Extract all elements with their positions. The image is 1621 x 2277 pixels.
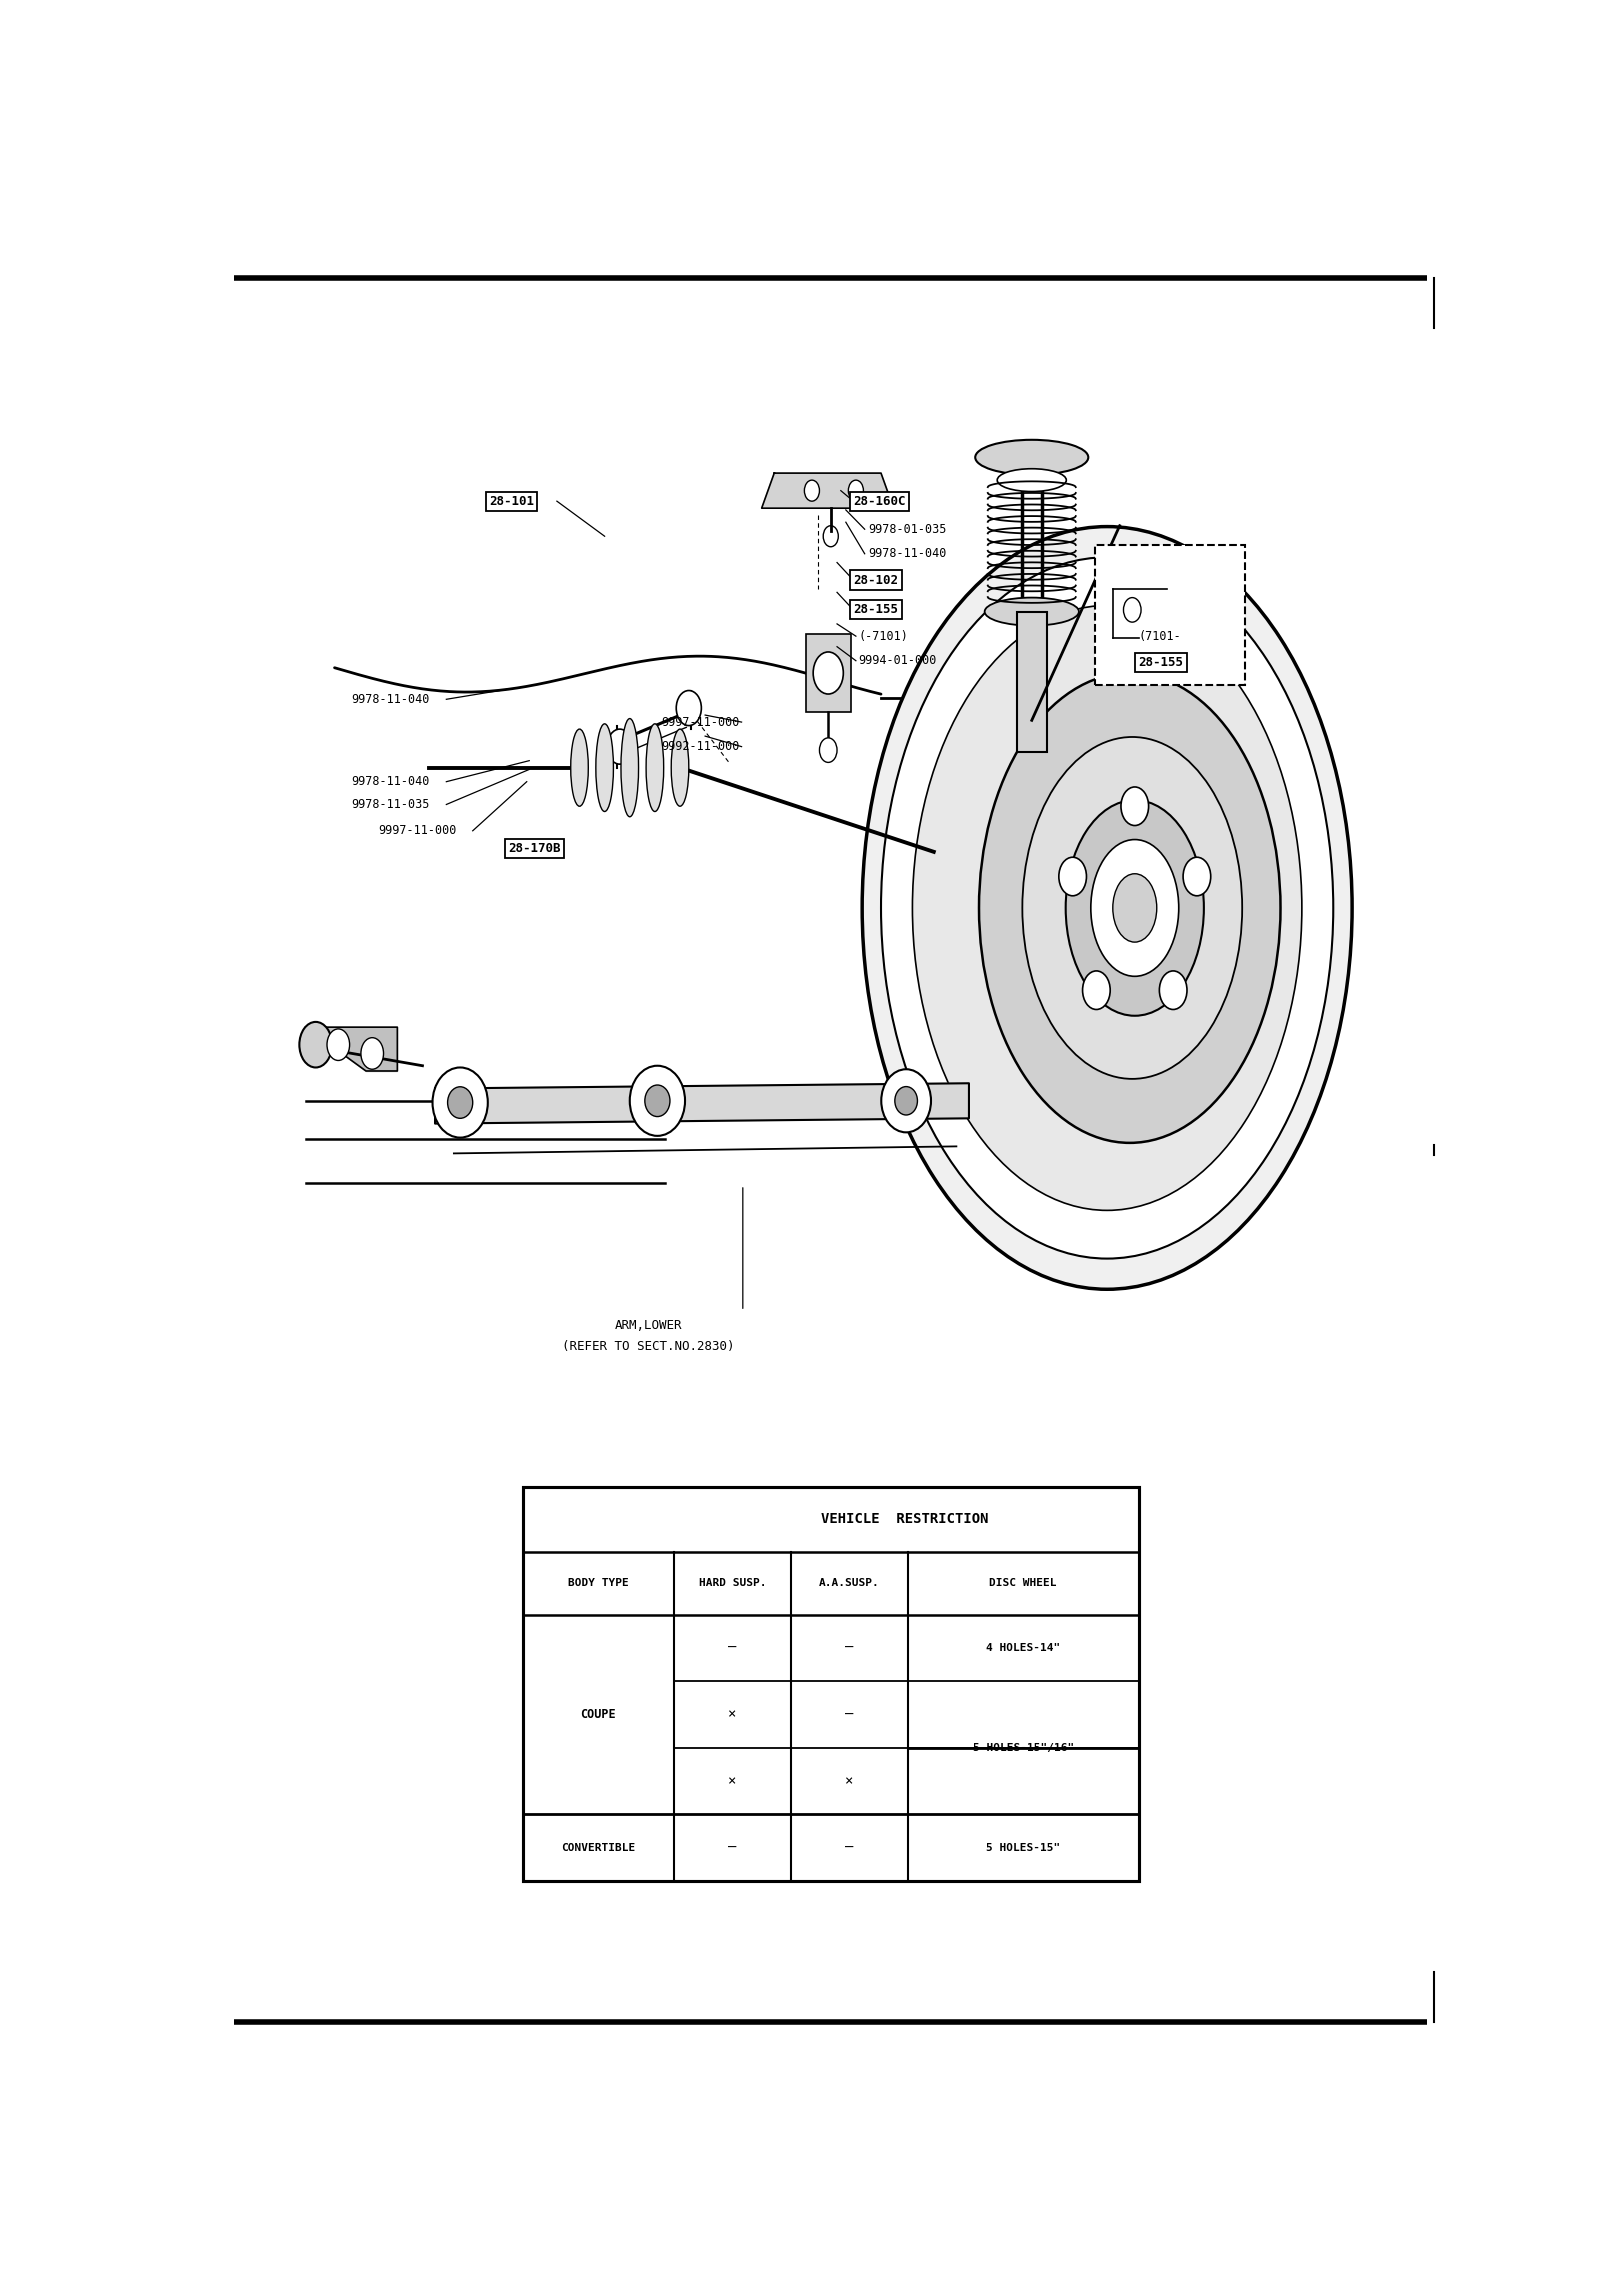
Text: DISC WHEEL: DISC WHEEL [989,1578,1057,1587]
Text: CONVERTIBLE: CONVERTIBLE [561,1842,635,1853]
Polygon shape [762,474,893,508]
Text: –: – [845,1840,853,1856]
Text: 5 HOLES-15": 5 HOLES-15" [986,1842,1060,1853]
Ellipse shape [984,597,1080,626]
Text: 9992-11-000: 9992-11-000 [661,740,739,754]
Text: VEHICLE  RESTRICTION: VEHICLE RESTRICTION [820,1512,989,1526]
Circle shape [1123,597,1141,622]
Text: 5 HOLES-15"/16": 5 HOLES-15"/16" [973,1742,1073,1753]
Circle shape [676,690,702,726]
Text: 9978-11-040: 9978-11-040 [869,546,947,560]
Text: (7101-: (7101- [1138,631,1182,642]
Circle shape [327,1029,350,1061]
Text: 9978-11-040: 9978-11-040 [350,692,430,706]
Polygon shape [434,1084,969,1123]
Circle shape [1083,970,1110,1009]
Bar [1016,613,1047,751]
Text: ×: × [728,1774,736,1787]
Ellipse shape [913,606,1302,1211]
Ellipse shape [433,1068,488,1138]
Text: 9978-01-035: 9978-01-035 [869,524,947,535]
Circle shape [823,526,838,546]
Ellipse shape [895,1086,917,1116]
Text: BODY TYPE: BODY TYPE [567,1578,629,1587]
Circle shape [608,729,632,765]
Text: 28-155: 28-155 [1138,656,1183,669]
Text: ×: × [845,1774,853,1787]
Circle shape [814,651,843,694]
Ellipse shape [1065,799,1204,1016]
Ellipse shape [647,724,663,811]
Ellipse shape [571,729,588,806]
Circle shape [1059,856,1086,895]
Circle shape [361,1038,384,1070]
Ellipse shape [1112,874,1157,943]
Ellipse shape [862,526,1352,1289]
Text: 28-102: 28-102 [853,574,898,587]
Bar [1094,544,1245,685]
Circle shape [1122,788,1149,827]
Text: HARD SUSP.: HARD SUSP. [699,1578,767,1587]
Ellipse shape [976,439,1088,476]
Ellipse shape [1023,738,1242,1079]
Ellipse shape [597,724,613,811]
Ellipse shape [882,1070,930,1132]
Text: 28-160C: 28-160C [853,494,906,508]
Text: A.A.SUSP.: A.A.SUSP. [819,1578,880,1587]
Ellipse shape [629,1066,686,1136]
Text: 9997-11-000: 9997-11-000 [379,824,457,838]
Circle shape [804,480,820,501]
Text: –: – [728,1840,736,1856]
Text: –: – [845,1708,853,1721]
Ellipse shape [671,729,689,806]
Text: 28-170B: 28-170B [507,842,561,854]
Polygon shape [306,1027,397,1070]
Circle shape [820,738,836,763]
Text: COUPE: COUPE [580,1708,616,1721]
Text: 9994-01-000: 9994-01-000 [859,653,937,667]
Ellipse shape [447,1086,473,1118]
Text: –: – [728,1642,736,1655]
Text: 28-155: 28-155 [853,603,898,617]
Ellipse shape [979,674,1281,1143]
Text: (REFER TO SECT.NO.2830): (REFER TO SECT.NO.2830) [562,1339,734,1353]
Ellipse shape [882,558,1332,1259]
Text: 28-101: 28-101 [490,494,533,508]
Text: 9978-11-035: 9978-11-035 [350,797,430,811]
Text: 9997-11-000: 9997-11-000 [661,715,739,729]
Circle shape [1183,856,1211,895]
Text: (-7101): (-7101) [859,631,908,642]
Bar [806,635,851,710]
Bar [524,1487,1138,1881]
Text: –: – [845,1642,853,1655]
Text: ×: × [728,1708,736,1721]
Ellipse shape [1091,840,1178,977]
Bar [524,1487,1138,1881]
Text: ARM,LOWER: ARM,LOWER [614,1318,682,1332]
Ellipse shape [645,1086,669,1116]
Ellipse shape [997,469,1067,492]
Circle shape [1159,970,1187,1009]
Text: 9978-11-040: 9978-11-040 [350,774,430,788]
Circle shape [848,480,864,501]
Text: 4 HOLES-14": 4 HOLES-14" [986,1644,1060,1653]
Circle shape [300,1022,332,1068]
Ellipse shape [621,720,639,817]
